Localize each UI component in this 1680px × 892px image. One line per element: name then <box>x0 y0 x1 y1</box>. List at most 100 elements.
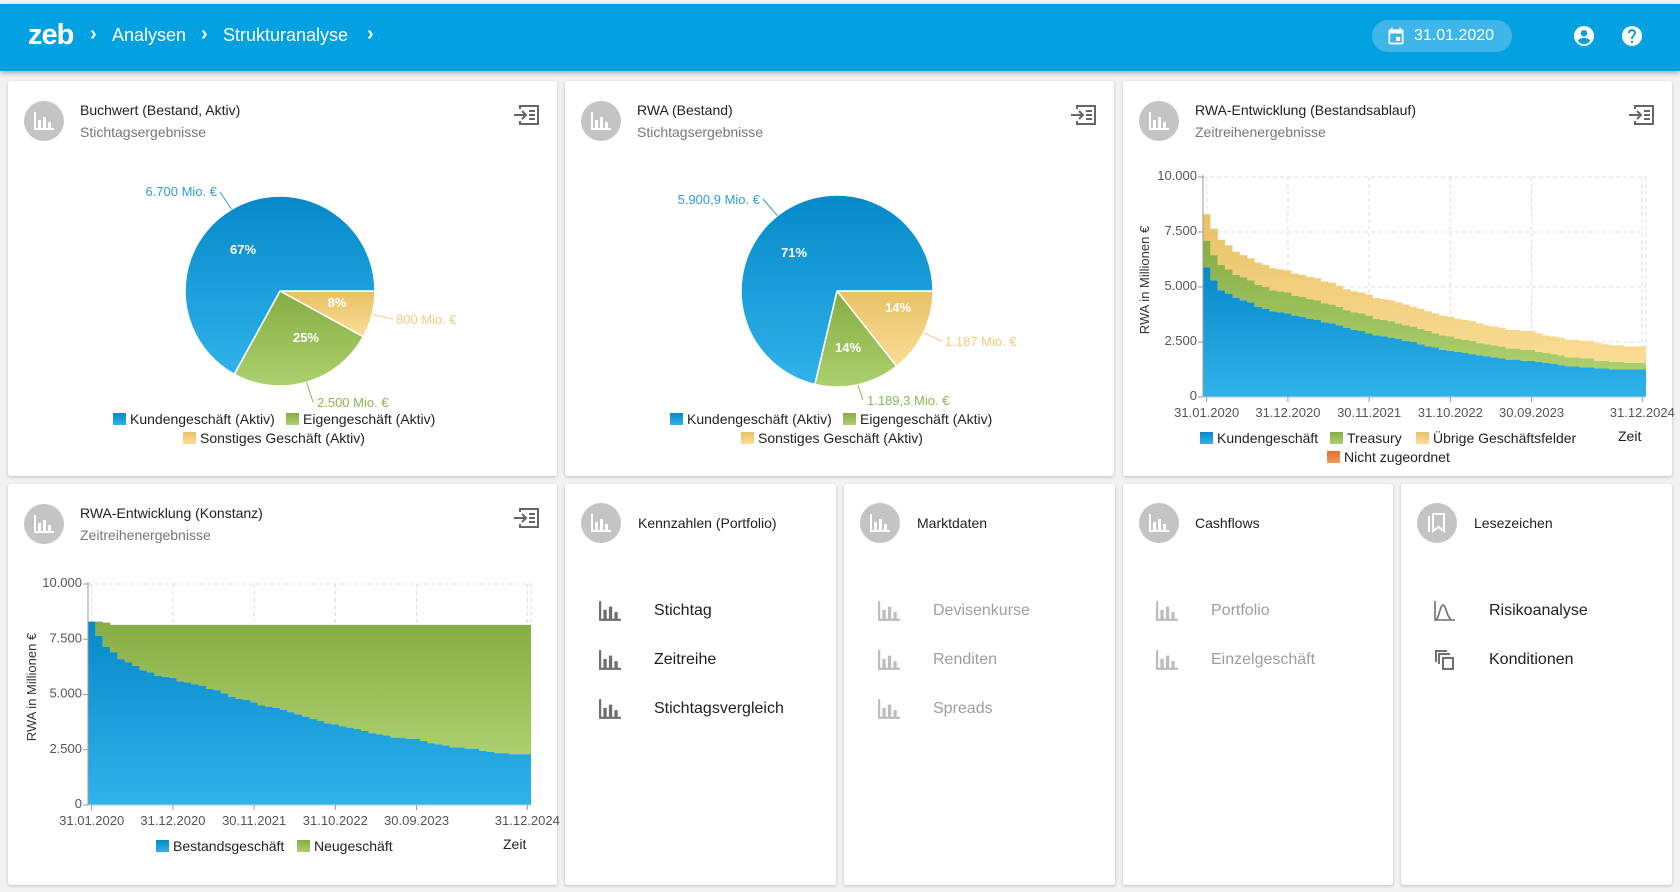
legend-label: Sonstiges Geschäft (Aktiv) <box>200 430 365 446</box>
card-buchwert: Buchwert (Bestand, Aktiv) Stichtagsergeb… <box>8 81 557 476</box>
app-header: zeb › Analysen › Strukturanalyse › 31.01… <box>0 4 1680 71</box>
legend-item[interactable]: Übrige Geschäftsfelder <box>1416 430 1576 446</box>
legend-swatch <box>1416 432 1429 444</box>
zeb-logo[interactable]: zeb <box>28 19 74 51</box>
card-cashflows: Cashflows Portfolio Einzelgeschäft <box>1123 484 1393 885</box>
legend-swatch <box>286 413 299 425</box>
account-icon[interactable] <box>1572 24 1596 48</box>
open-detail-icon[interactable] <box>513 104 539 126</box>
open-detail-icon[interactable] <box>1070 104 1096 126</box>
legend-label: Eigengeschäft (Aktiv) <box>303 411 436 427</box>
legend-item[interactable]: Treasury <box>1330 430 1402 446</box>
help-icon[interactable] <box>1620 24 1644 48</box>
legend-item[interactable]: Nicht zugeordnet <box>1327 449 1450 465</box>
card-lesezeichen: Lesezeichen Risikoanalyse Konditionen <box>1401 484 1672 885</box>
legend-item[interactable]: Kundengeschäft <box>1200 430 1318 446</box>
legend-label: Übrige Geschäftsfelder <box>1433 430 1577 446</box>
card-rwa-entwicklung-konstanz: RWA-Entwicklung (Konstanz) Zeitreihenerg… <box>8 484 557 885</box>
legend-swatch <box>1330 432 1343 444</box>
bar-chart-icon <box>599 699 621 719</box>
card-title: Cashflows <box>1195 515 1260 531</box>
bar-chart-avatar-icon <box>24 101 64 141</box>
open-detail-icon[interactable] <box>1628 104 1654 126</box>
y-axis-title: RWA in Millionen € <box>1137 225 1152 335</box>
link-risikoanalyse[interactable]: Risikoanalyse <box>1434 601 1588 621</box>
legend-swatch <box>113 413 126 425</box>
legend-item[interactable]: Sonstiges Geschäft (Aktiv) <box>183 430 365 446</box>
bar-chart-icon <box>599 601 621 621</box>
card-title: Buchwert (Bestand, Aktiv) <box>80 102 241 118</box>
legend-label: Sonstiges Geschäft (Aktiv) <box>758 430 923 446</box>
bar-chart-avatar-icon <box>1139 503 1179 543</box>
calendar-icon <box>1388 27 1404 45</box>
item-label: Renditen <box>933 651 998 668</box>
legend-label: Bestandsgeschäft <box>173 838 285 854</box>
link-einzelgeschaeft: Einzelgeschäft <box>1156 650 1315 670</box>
legend-swatch <box>183 432 196 444</box>
legend-item[interactable]: Bestandsgeschäft <box>156 838 284 854</box>
item-label: Stichtag <box>654 602 712 619</box>
breadcrumb-strukturanalyse[interactable]: Strukturanalyse <box>223 25 349 45</box>
breadcrumb-chevron-icon: › <box>90 23 97 45</box>
bar-chart-icon <box>1156 650 1178 670</box>
card-title: RWA (Bestand) <box>637 102 733 118</box>
card-title: RWA-Entwicklung (Bestandsablauf) <box>1195 102 1416 118</box>
legend-swatch <box>1327 451 1340 463</box>
item-label: Portfolio <box>1211 602 1270 619</box>
card-title: RWA-Entwicklung (Konstanz) <box>80 505 263 521</box>
bar-chart-avatar-icon <box>581 503 621 543</box>
link-renditen: Renditen <box>878 650 997 670</box>
card-rwa: RWA (Bestand) Stichtagsergebnisse <box>565 81 1114 476</box>
bar-chart-avatar-icon <box>581 101 621 141</box>
legend-item[interactable]: Neugeschäft <box>297 838 393 854</box>
bar-chart-avatar-icon <box>1139 101 1179 141</box>
link-portfolio: Portfolio <box>1156 601 1270 621</box>
breadcrumb-analysen[interactable]: Analysen <box>112 25 187 45</box>
bar-chart-avatar-icon <box>24 504 64 544</box>
bar-chart-avatar-icon <box>860 503 900 543</box>
legend-label: Eigengeschäft (Aktiv) <box>860 411 993 427</box>
card-kennzahlen: Kennzahlen (Portfolio) Stichtag Zeitreih… <box>565 484 836 885</box>
item-label: Zeitreihe <box>654 651 717 668</box>
card-subtitle: Stichtagsergebnisse <box>637 124 764 140</box>
legend-item[interactable]: Eigengeschäft (Aktiv) <box>286 411 435 427</box>
card-subtitle: Zeitreihenergebnisse <box>80 527 211 543</box>
bar-chart-icon <box>878 650 900 670</box>
legend-item[interactable]: Sonstiges Geschäft (Aktiv) <box>741 430 923 446</box>
bell-curve-icon <box>1434 601 1455 621</box>
legend-label: Kundengeschäft <box>1217 430 1319 446</box>
link-stichtag[interactable]: Stichtag <box>599 601 712 621</box>
link-konditionen[interactable]: Konditionen <box>1434 650 1574 670</box>
date-value: 31.01.2020 <box>1414 27 1495 44</box>
item-label: Devisenkurse <box>933 602 1030 619</box>
link-zeitreihe[interactable]: Zeitreihe <box>599 650 716 670</box>
link-spreads: Spreads <box>878 699 993 719</box>
card-subtitle: Stichtagsergebnisse <box>80 124 207 140</box>
legend-label: Treasury <box>1347 430 1402 446</box>
link-devisenkurse: Devisenkurse <box>878 601 1030 621</box>
date-picker-button[interactable]: 31.01.2020 <box>1372 20 1512 52</box>
card-title: Kennzahlen (Portfolio) <box>638 515 777 531</box>
legend-item[interactable]: Eigengeschäft (Aktiv) <box>843 411 992 427</box>
breadcrumb-chevron-icon: › <box>201 23 208 45</box>
legend-label: Kundengeschäft (Aktiv) <box>687 411 832 427</box>
legend-swatch <box>741 432 754 444</box>
x-axis-title: Zeit <box>1618 428 1642 444</box>
bar-chart-icon <box>878 601 900 621</box>
breadcrumb-chevron-icon[interactable]: › <box>367 23 374 45</box>
item-label: Risikoanalyse <box>1489 602 1588 619</box>
open-detail-icon[interactable] <box>513 507 539 529</box>
card-rwa-entwicklung-bestandsablauf: RWA-Entwicklung (Bestandsablauf) Zeitrei… <box>1123 81 1672 476</box>
link-stichtagsvergleich[interactable]: Stichtagsvergleich <box>599 699 784 719</box>
bar-chart-icon <box>1156 601 1178 621</box>
legend-item[interactable]: Kundengeschäft (Aktiv) <box>113 411 275 427</box>
bookmarks-avatar-icon <box>1417 503 1457 543</box>
item-label: Einzelgeschäft <box>1211 651 1316 668</box>
legend-item[interactable]: Kundengeschäft (Aktiv) <box>670 411 832 427</box>
card-title: Lesezeichen <box>1474 515 1553 531</box>
y-axis-title: RWA in Millionen € <box>24 632 39 742</box>
legend-swatch <box>1200 432 1213 444</box>
bar-chart-icon <box>878 699 900 719</box>
legend-swatch <box>843 413 856 425</box>
x-axis-title: Zeit <box>503 836 527 852</box>
